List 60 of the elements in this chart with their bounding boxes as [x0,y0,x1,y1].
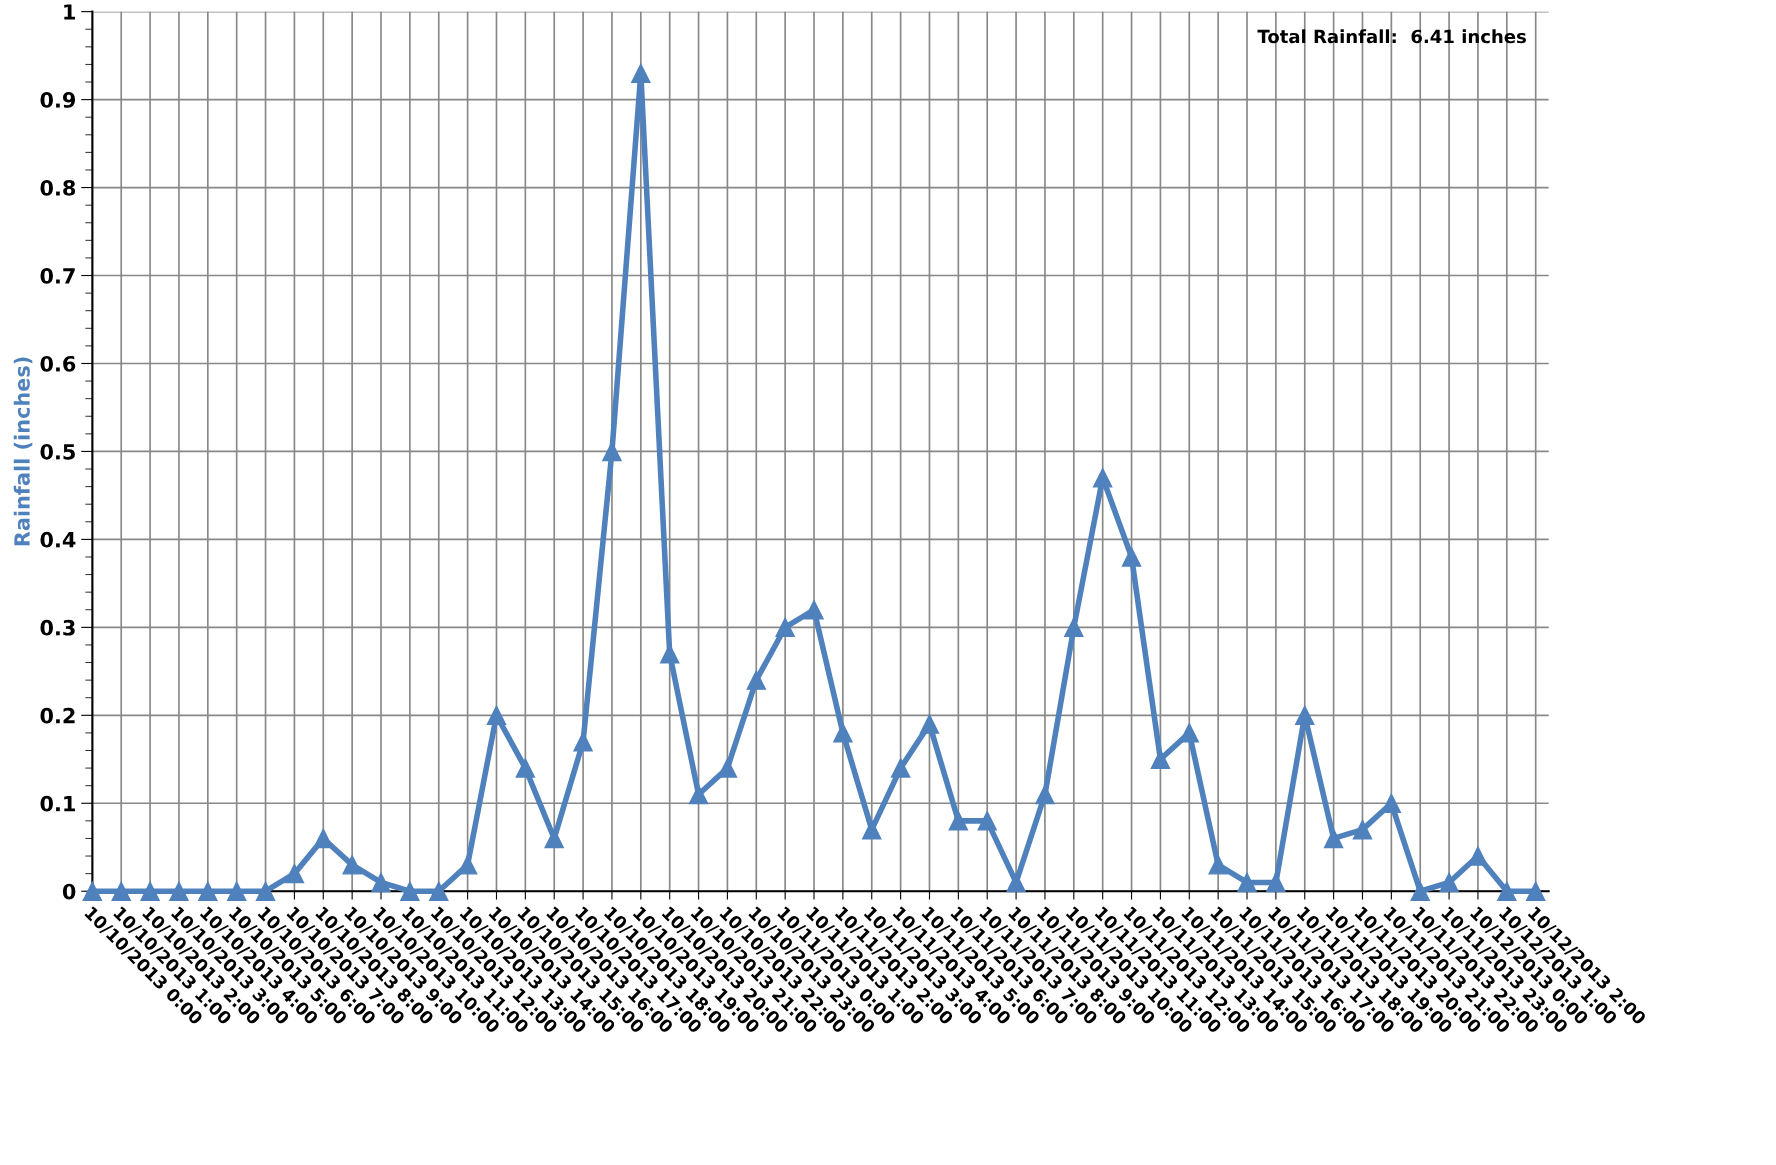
y-tick-label: 0.1 [40,795,75,812]
point [457,855,478,875]
point [833,723,853,743]
point [1179,723,1200,743]
point [688,784,709,805]
point [1323,828,1344,849]
y-tick-label: 0.8 [40,180,76,196]
y-tick-label: 0.3 [40,619,75,636]
point [1150,749,1171,770]
point [775,617,795,638]
point [1006,872,1026,893]
point [746,670,767,690]
point [1439,872,1459,893]
y-axis-title: Rainfall (inches) [13,357,33,546]
point [111,881,131,901]
point [1064,617,1084,638]
y-tick-label: 0.5 [40,443,75,460]
point [717,758,738,778]
y-tick-label: 0 [62,883,76,900]
y-tick-label: 0.7 [40,267,75,284]
point [198,881,218,901]
point [919,714,940,734]
y-tick-label: 0.4 [40,531,76,548]
point [890,758,911,778]
point [255,881,276,901]
y-tick-label: 0.9 [40,92,76,108]
point [313,828,334,849]
point [1295,705,1315,726]
point [342,855,362,875]
y-tick-label: 1 [64,4,75,20]
point [1208,855,1228,875]
point [400,881,420,901]
point [429,881,449,901]
point [1352,819,1373,840]
point [371,872,391,893]
point [169,881,189,901]
y-tick-label: 0.6 [40,355,76,372]
point [284,863,305,884]
point [804,600,824,620]
point [1121,547,1142,567]
annotation: Total Rainfall: 6.41 inches [1257,29,1526,44]
point [1266,872,1286,893]
point [631,63,651,83]
point [226,881,247,901]
point [1497,881,1517,901]
point [486,705,507,726]
point [1525,881,1546,901]
point [862,819,882,840]
point [1381,793,1402,813]
y-tick-label: 0.2 [40,707,75,724]
point [1035,784,1055,805]
point [544,828,564,849]
point [1092,468,1113,488]
point [948,811,969,831]
point [1468,846,1488,866]
point [515,758,536,778]
point [1410,881,1430,901]
point [1237,872,1257,893]
point [977,811,997,831]
point [140,881,160,901]
